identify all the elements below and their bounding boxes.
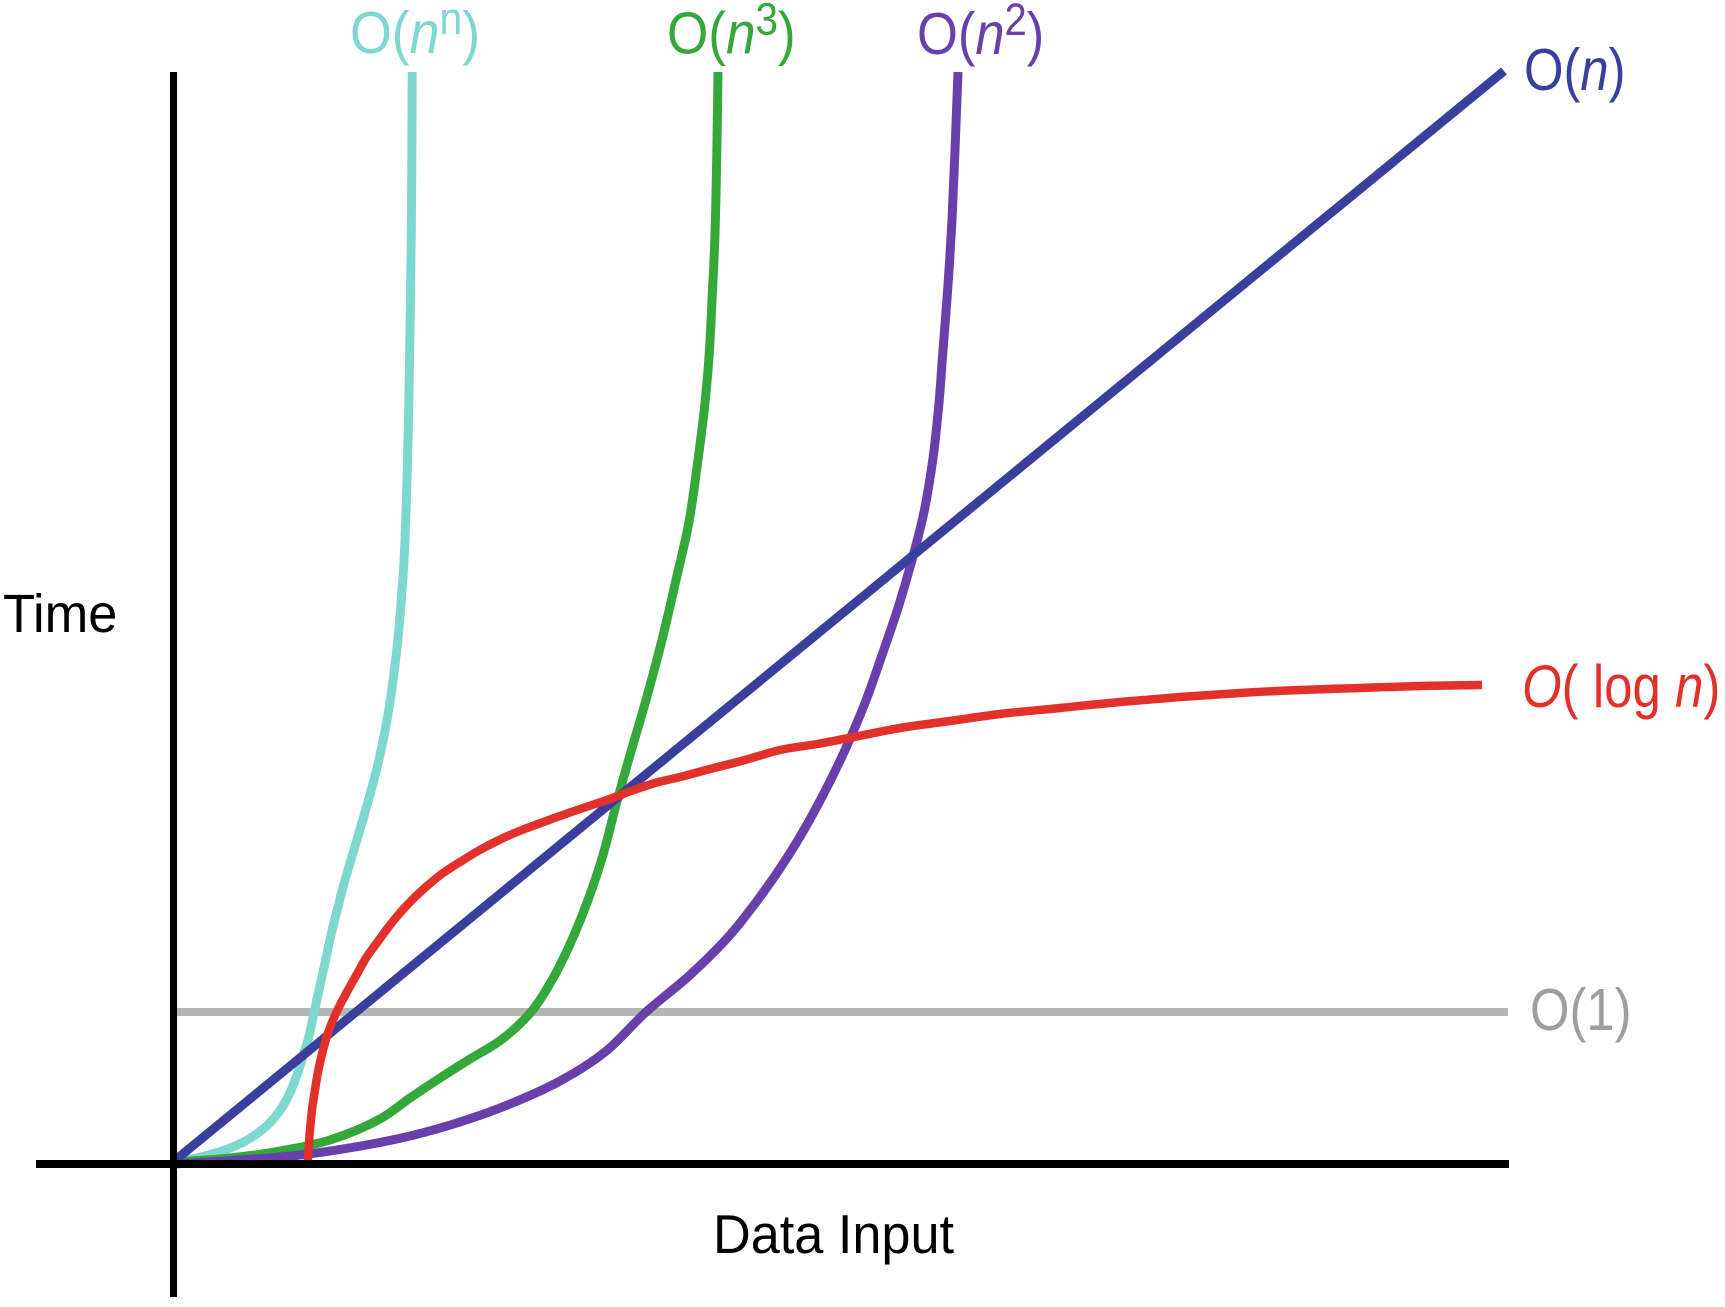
svg-text:O(n2): O(n2) [917, 0, 1044, 67]
svg-text:Data Input: Data Input [713, 1204, 954, 1266]
svg-text:Time: Time [3, 584, 117, 644]
svg-text:O(1): O(1) [1530, 976, 1631, 1042]
svg-text:O( log n): O( log n) [1522, 653, 1720, 720]
svg-text:O(n): O(n) [1524, 36, 1625, 102]
